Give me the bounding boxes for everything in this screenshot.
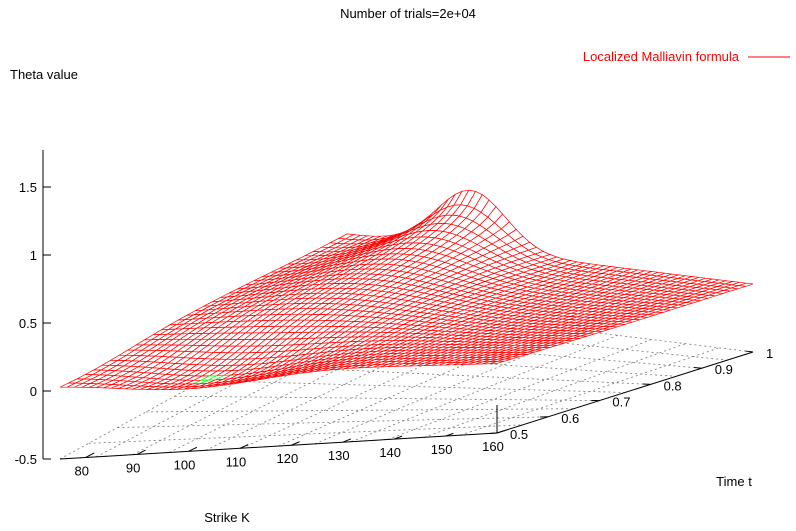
z-axis-label: Theta value [10, 67, 78, 82]
grid-line [424, 343, 686, 438]
y-axis-label: Time t [716, 474, 752, 489]
x-tick [342, 438, 351, 443]
grid-line [174, 395, 600, 401]
y-axis-line [496, 351, 754, 434]
x-tick-label: 140 [379, 445, 401, 460]
y-tick-label: 0.7 [612, 395, 630, 410]
surface-mesh [59, 189, 754, 390]
z-tick-label: 1 [30, 248, 37, 263]
x-tick-label: 110 [226, 454, 247, 469]
y-tick-label: 0.9 [715, 362, 733, 377]
y-axis: 0.5 0.6 0.7 0.8 0.9 1 [488, 346, 773, 442]
axes [42, 150, 754, 460]
x-tick [136, 449, 146, 455]
y-tick-label: 0.5 [510, 427, 528, 442]
surface-cell [489, 360, 505, 365]
z-tick-label: 0 [30, 384, 37, 399]
x-tick-label: 100 [174, 457, 196, 472]
legend-entry-label: Localized Malliavin formula [583, 49, 740, 64]
z-axis: -0.5 0 0.5 1 1.5 [15, 180, 51, 467]
grid-line [88, 424, 523, 444]
x-tick-label: 80 [74, 463, 88, 478]
y-tick-label: 1 [766, 346, 773, 361]
z-tick-label: -0.5 [15, 452, 37, 467]
x-axis: 80 90 100 110 120 130 140 150 160 [74, 430, 505, 478]
x-tick-label: 150 [431, 442, 453, 457]
x-tick-label: 90 [126, 460, 140, 475]
x-axis-line [59, 432, 498, 460]
x-tick [496, 430, 505, 434]
y-tick [745, 350, 754, 353]
grid-line [117, 416, 549, 428]
y-tick-label: 0.6 [561, 411, 579, 426]
z-tick-label: 1.5 [19, 180, 37, 195]
x-tick-label: 130 [328, 448, 350, 463]
x-tick [291, 441, 300, 446]
x-tick [239, 444, 249, 449]
y-tick-label: 0.8 [664, 378, 682, 393]
z-tick-label: 0.5 [19, 316, 37, 331]
grid-line [203, 380, 626, 393]
x-tick [445, 432, 454, 437]
legend: Localized Malliavin formula [583, 49, 790, 64]
x-tick-label: 160 [482, 439, 504, 454]
x-tick [188, 446, 198, 452]
x-tick-label: 120 [277, 451, 299, 466]
grid-line [346, 301, 754, 353]
x-tick [394, 435, 403, 440]
y-tick [693, 367, 702, 369]
x-axis-label: Strike K [204, 510, 250, 525]
grid-line [146, 408, 574, 413]
x-tick [85, 452, 95, 458]
chart-title: Number of trials=2e+04 [340, 6, 476, 21]
grid-line [260, 348, 677, 377]
